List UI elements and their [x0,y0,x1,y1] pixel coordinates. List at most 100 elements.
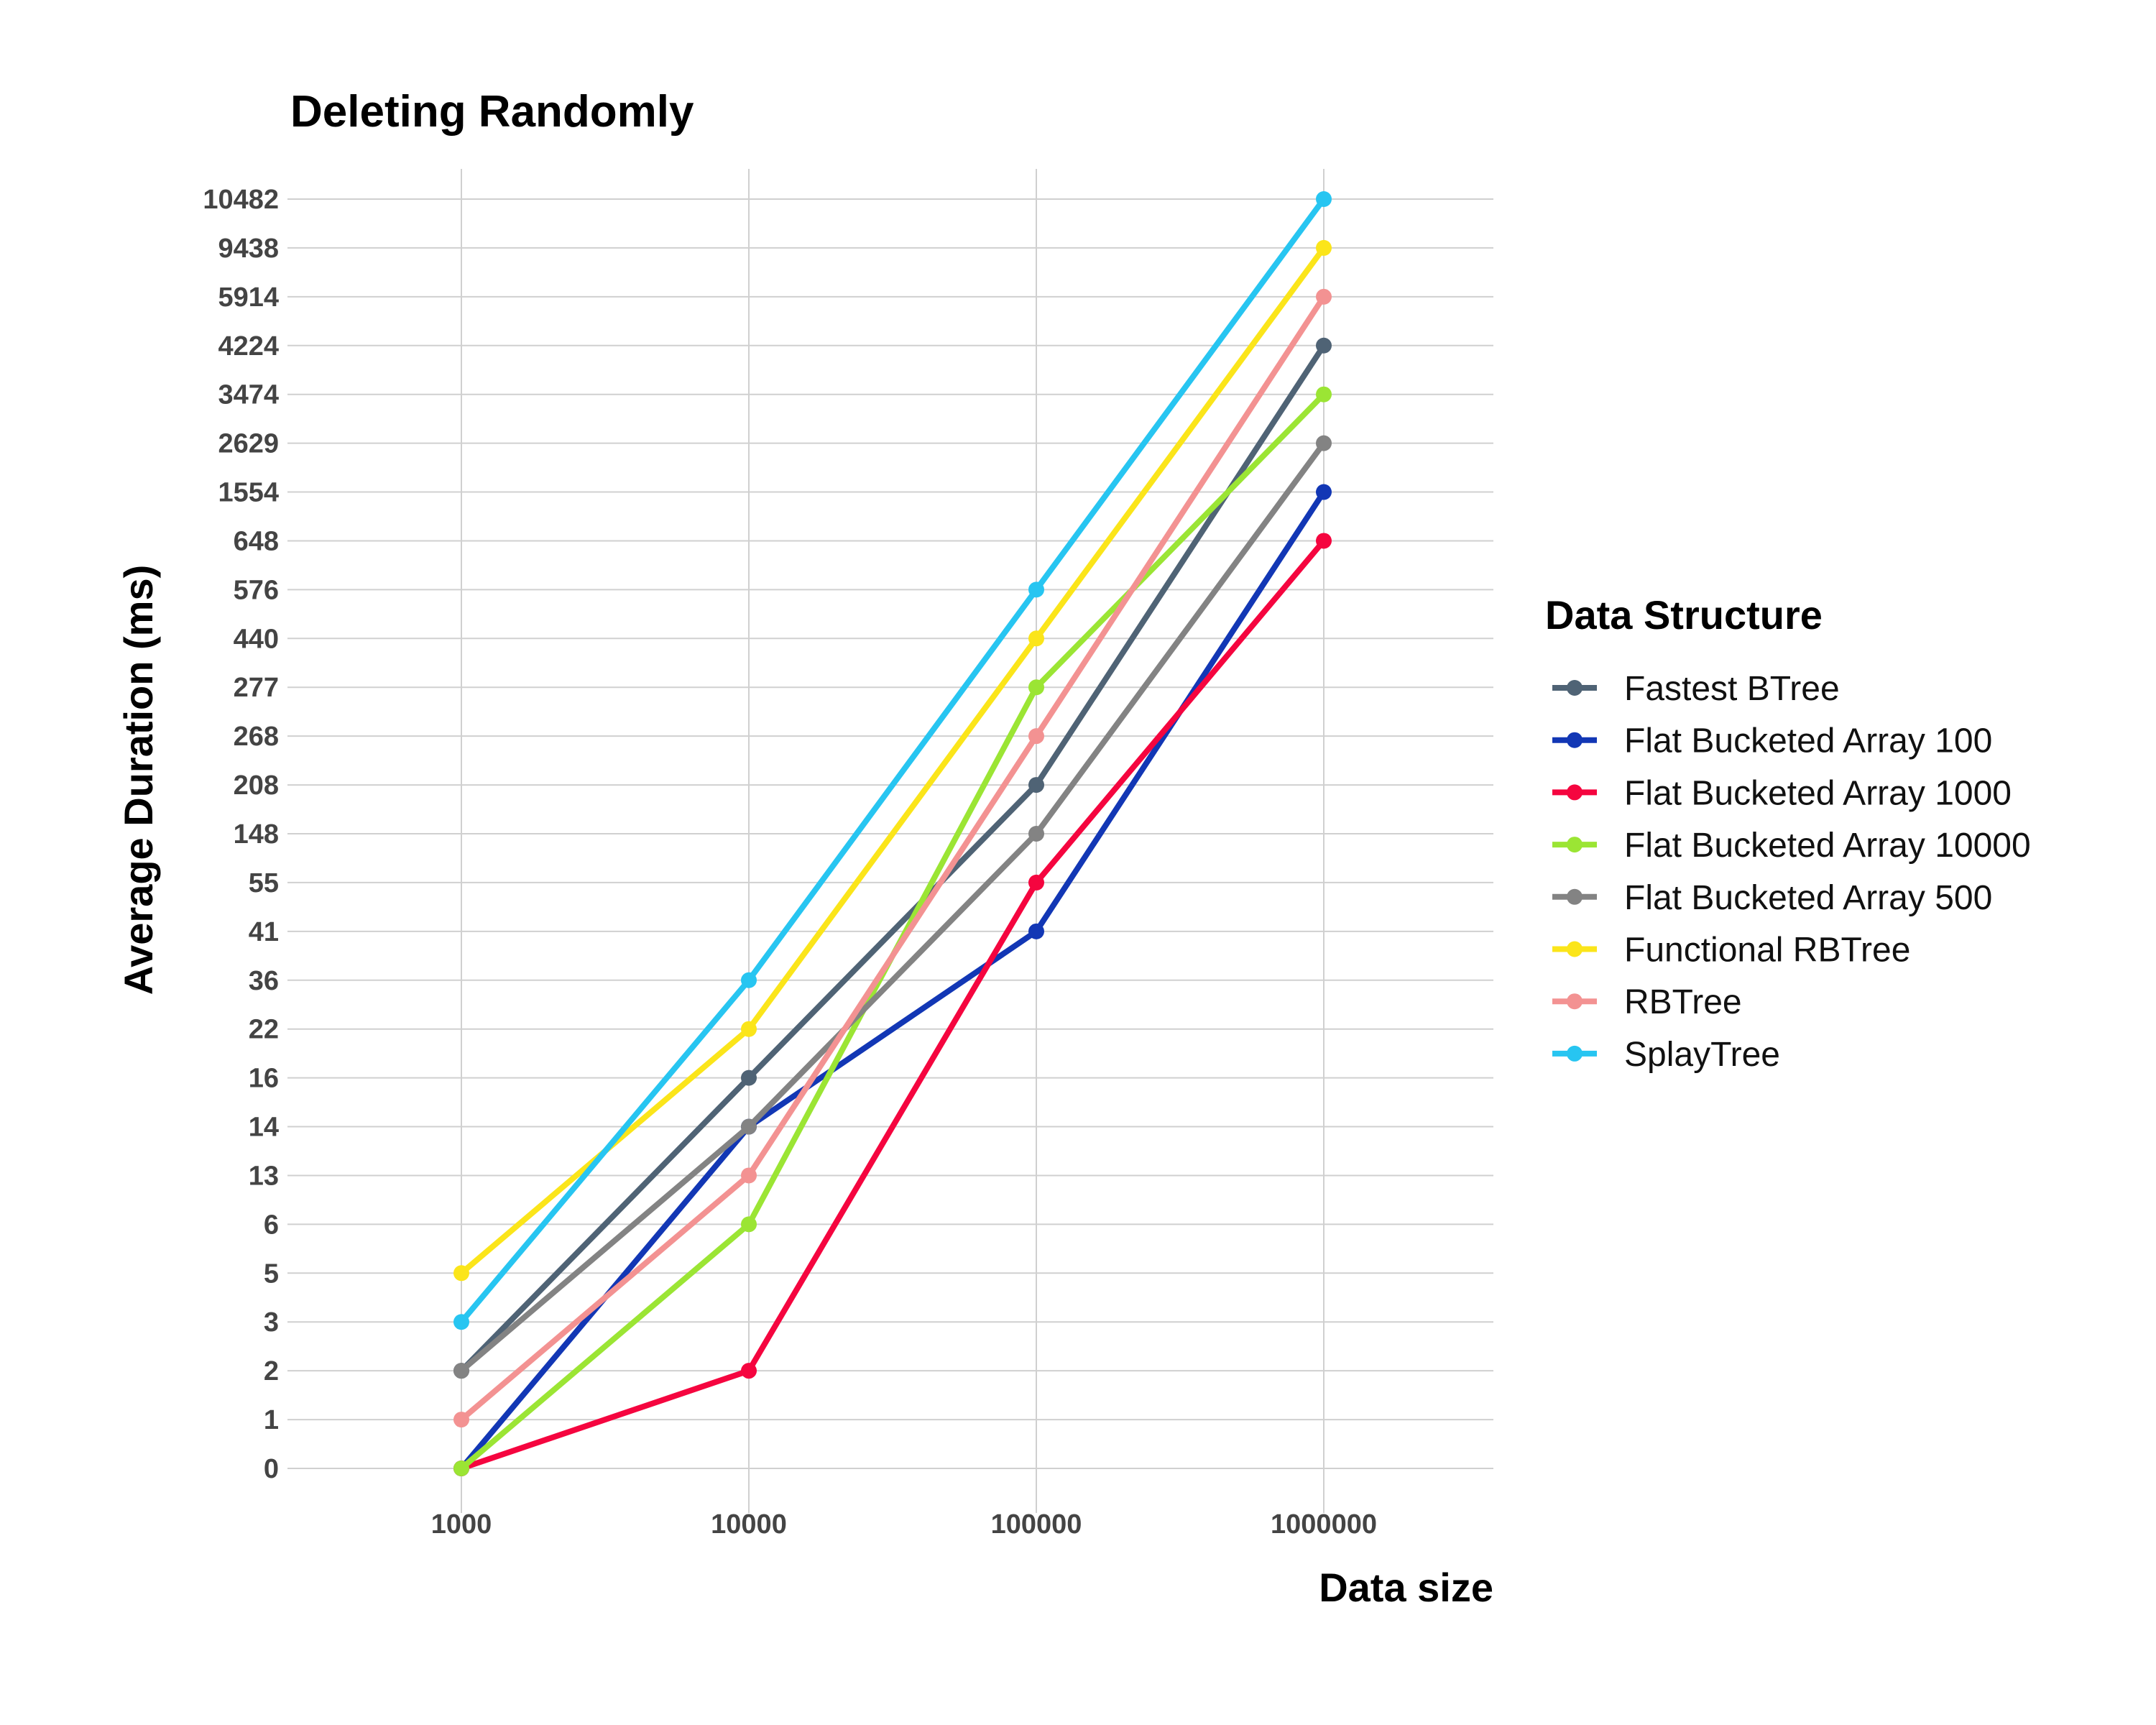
legend-swatch-point [1567,837,1583,853]
data-point [1316,435,1332,451]
y-tick-label: 55 [249,868,279,898]
y-tick-label: 6 [264,1210,279,1240]
data-point [453,1460,469,1476]
data-point [741,1167,757,1184]
y-tick-label: 16 [249,1064,279,1094]
series-6 [453,288,1332,1428]
y-tick-label: 648 [234,526,279,556]
x-tick-label: 10000 [711,1509,787,1540]
y-tick-label: 36 [249,966,279,996]
x-axis-title: Data size [1319,1565,1493,1610]
y-tick-label: 1554 [218,478,279,508]
y-tick-label: 2629 [218,429,279,459]
y-tick-label: 5914 [218,282,279,313]
legend-item: Flat Bucketed Array 500 [1552,879,1992,917]
data-point [1316,337,1332,354]
data-point [1316,288,1332,305]
legend-item: Fastest BTree [1552,670,1840,708]
data-point [1316,191,1332,207]
legend-label: Flat Bucketed Array 10000 [1624,827,2031,865]
series-line [459,196,1327,1325]
data-point [1316,386,1332,402]
data-point [741,1216,757,1233]
legend-title: Data Structure [1545,592,1823,638]
data-point [1316,239,1332,256]
y-tick-label: 268 [234,722,279,752]
data-point [1316,533,1332,549]
legend-label: SplayTree [1624,1036,1780,1074]
y-tick-label: 4224 [218,331,279,362]
y-tick-label: 14 [249,1113,279,1143]
x-tick-label: 1000000 [1271,1509,1377,1540]
legend: Data Structure Fastest BTree Flat Buckete… [1545,592,2031,1074]
y-tick-label: 576 [234,575,279,605]
legend-swatch-point [1567,680,1583,696]
y-tick-label: 2 [264,1356,279,1386]
data-point [453,1412,469,1428]
series-line [459,440,1327,1374]
data-point [741,1070,757,1086]
legend-swatch-point [1567,888,1583,905]
data-point [741,1363,757,1379]
legend-label: RBTree [1624,983,1742,1021]
y-tick-label: 0 [264,1454,279,1484]
series-line [459,293,1327,1423]
legend-label: Flat Bucketed Array 1000 [1624,774,2012,812]
legend-swatch-point [1567,732,1583,748]
data-point [741,972,757,988]
y-tick-label: 9438 [218,234,279,264]
legend-swatch-point [1567,784,1583,801]
y-tick-label: 277 [234,673,279,703]
legend-label: Flat Bucketed Array 100 [1624,722,1992,760]
y-tick-label: 440 [234,624,279,654]
y-tick-label: 41 [249,917,279,947]
y-tick-label: 208 [234,770,279,801]
y-tick-label: 3 [264,1307,279,1338]
series-line [459,538,1327,1471]
y-tick-label: 1 [264,1405,279,1435]
series-2 [453,533,1332,1476]
data-point [1028,777,1044,794]
series-line [459,342,1327,1374]
data-point [453,1314,469,1330]
y-tick-label: 10482 [203,185,279,215]
data-point [1028,581,1044,598]
data-point [453,1265,469,1282]
data-point [1028,679,1044,696]
legend-label: Functional RBTree [1624,932,1910,970]
x-tick-label: 100000 [991,1509,1082,1540]
data-point [1028,923,1044,939]
data-point [1028,826,1044,842]
y-tick-label: 22 [249,1015,279,1045]
data-point [1028,728,1044,745]
legend-label: Fastest BTree [1624,670,1840,708]
x-axis-tick-labels: 1000 10000 100000 1000000 [431,1509,1377,1540]
legend-swatch-point [1567,993,1583,1010]
y-tick-label: 5 [264,1259,279,1289]
legend-label: Flat Bucketed Array 500 [1624,879,1992,917]
legend-swatch-point [1567,941,1583,957]
legend-item: Flat Bucketed Array 1000 [1552,774,2012,812]
y-tick-label: 3474 [218,380,279,410]
data-point [1028,630,1044,647]
legend-swatch-point [1567,1045,1583,1062]
y-axis-tick-labels: 0 1 2 3 5 6 13 14 16 22 36 41 55 148 208 268 277 440 576 64… [203,185,279,1484]
y-tick-label: 13 [249,1161,279,1191]
legend-item: RBTree [1552,983,1742,1021]
data-point [1316,484,1332,500]
legend-item: Flat Bucketed Array 10000 [1552,827,2031,865]
data-point [453,1363,469,1379]
y-tick-label: 148 [234,819,279,850]
x-tick-label: 1000 [431,1509,492,1540]
series-4 [453,435,1332,1379]
legend-item: SplayTree [1552,1036,1780,1074]
legend-item: Flat Bucketed Array 100 [1552,722,1992,760]
chart-title: Deleting Randomly [290,87,694,137]
legend-item: Functional RBTree [1552,932,1910,970]
y-axis-title: Average Duration (ms) [116,565,161,995]
data-point [741,1118,757,1135]
series-lines [453,191,1332,1476]
data-point [1028,874,1044,891]
data-point [741,1021,757,1037]
